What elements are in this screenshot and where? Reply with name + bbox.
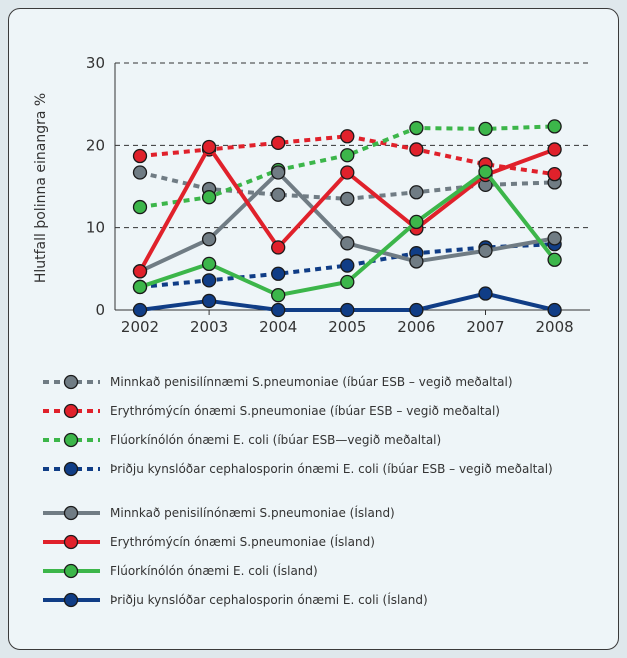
x-tick-label: 2003	[190, 318, 228, 336]
y-tick-label: 30	[86, 54, 105, 72]
legend-item: Flúorkínólón ónæmi E. coli (íbúar ESB—ve…	[43, 432, 441, 448]
x-tick-label: 2008	[536, 318, 574, 336]
legend-item: Erythrómýcín ónæmi S.pneumoniae (íbúar E…	[43, 403, 500, 419]
data-point	[340, 258, 355, 273]
y-tick-label: 0	[95, 301, 105, 319]
data-point	[340, 236, 355, 251]
data-point	[547, 119, 562, 134]
data-point	[547, 166, 562, 182]
legend-label: Flúorkínólón ónæmi E. coli (íbúar ESB—ve…	[110, 433, 441, 447]
data-point	[478, 121, 493, 137]
legend-marker	[63, 563, 79, 579]
data-point	[132, 302, 148, 318]
data-point	[478, 243, 493, 258]
legend: Minnkað penisilínnæmi S.pneumoniae (íbúa…	[43, 374, 553, 608]
data-point	[201, 256, 217, 272]
data-point	[409, 142, 424, 157]
data-point	[132, 279, 148, 295]
data-point	[547, 302, 562, 318]
data-point	[271, 266, 286, 281]
legend-marker	[63, 461, 79, 477]
data-point	[271, 302, 286, 318]
chart-panel	[8, 8, 619, 650]
data-point	[201, 232, 217, 247]
data-point	[478, 286, 493, 301]
data-point	[201, 190, 217, 205]
data-point	[132, 148, 148, 164]
legend-marker	[63, 374, 79, 390]
data-point	[340, 165, 355, 180]
legend-marker	[63, 403, 79, 419]
data-point	[478, 164, 493, 179]
legend-marker	[63, 432, 79, 448]
series-8	[132, 286, 562, 318]
x-tick-label: 2005	[328, 318, 366, 336]
legend-label: Þriðju kynslóðar cephalosporin ónæmi E. …	[110, 592, 428, 607]
data-point	[409, 302, 424, 318]
data-point	[132, 165, 148, 180]
data-point	[547, 231, 562, 246]
legend-item: Minnkað penisilínónæmi S.pneumoniae (Ísl…	[43, 505, 395, 521]
x-tick-label: 2006	[397, 318, 435, 336]
data-point	[547, 142, 562, 157]
data-point	[132, 199, 148, 215]
y-tick-label: 10	[86, 219, 105, 237]
legend-item: Minnkað penisilínnæmi S.pneumoniae (íbúa…	[43, 374, 513, 390]
data-point	[409, 120, 424, 136]
x-tick-label: 2007	[466, 318, 504, 336]
data-point	[340, 129, 355, 144]
legend-marker	[63, 592, 79, 608]
legend-item: Flúorkínólón ónæmi E. coli (Ísland)	[43, 563, 318, 579]
data-point	[271, 240, 286, 255]
series-7	[132, 164, 562, 303]
legend-item: Þriðju kynslóðar cephalosporin ónæmi E. …	[43, 592, 428, 608]
data-point	[201, 293, 217, 309]
legend-item: Erythrómýcín ónæmi S.pneumoniae (Ísland)	[43, 534, 375, 550]
legend-marker	[63, 505, 79, 521]
grid-layer	[115, 62, 590, 229]
data-point	[271, 165, 286, 180]
data-point	[201, 139, 217, 155]
x-tick-label: 2004	[259, 318, 297, 336]
data-point	[132, 264, 148, 279]
legend-label: Minnkað penisilínnæmi S.pneumoniae (íbúa…	[110, 375, 513, 389]
legend-label: Erythrómýcín ónæmi S.pneumoniae (Ísland)	[110, 534, 375, 549]
data-point	[340, 191, 355, 207]
data-point	[340, 302, 355, 318]
data-point	[547, 252, 562, 267]
data-point	[340, 148, 355, 163]
y-axis-label: Hlutfall þolinna einangra %	[33, 93, 49, 283]
data-point	[271, 135, 286, 151]
data-point	[271, 187, 286, 202]
legend-label: Þriðju kynslóðar cephalosporin ónæmi E. …	[110, 462, 553, 476]
legend-item: Þriðju kynslóðar cephalosporin ónæmi E. …	[43, 461, 553, 477]
legend-label: Flúorkínólón ónæmi E. coli (Ísland)	[110, 563, 318, 578]
y-tick-label: 20	[86, 136, 105, 154]
x-tick-label: 2002	[121, 318, 159, 336]
axis-layer: 0 10 20 30 2002 2003 2004 2005 2006 2007 2008	[86, 54, 590, 336]
data-point	[409, 185, 424, 200]
data-point	[340, 274, 355, 290]
data-point	[201, 273, 217, 288]
legend-label: Erythrómýcín ónæmi S.pneumoniae (íbúar E…	[110, 404, 500, 418]
legend-marker	[63, 534, 79, 550]
data-point	[409, 214, 424, 230]
data-point	[409, 254, 424, 269]
data-point	[271, 288, 286, 303]
legend-label: Minnkað penisilínónæmi S.pneumoniae (Ísl…	[110, 505, 395, 520]
series-layer	[132, 119, 562, 318]
